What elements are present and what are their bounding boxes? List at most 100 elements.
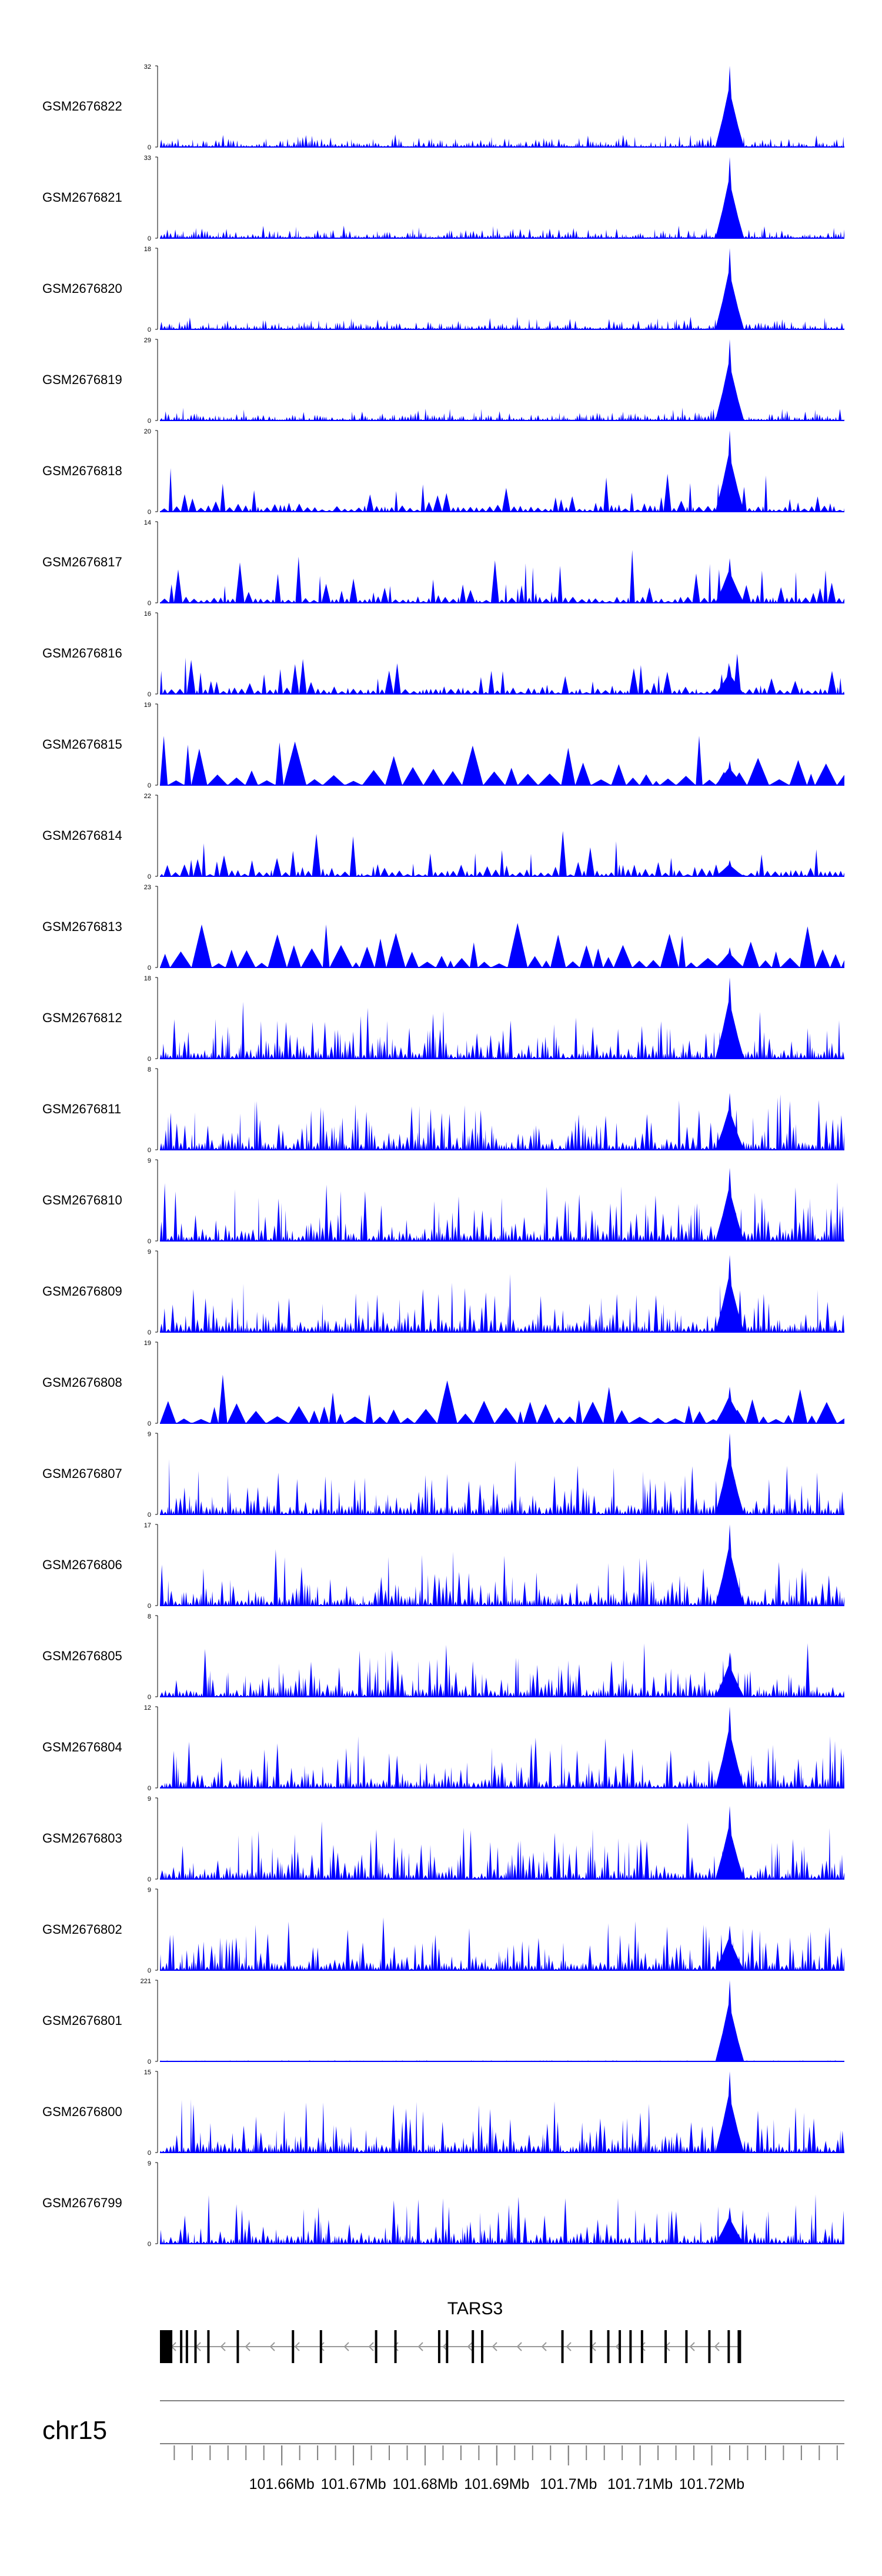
signal-peak: [715, 558, 744, 603]
gene-label: TARS3: [447, 2299, 503, 2318]
strand-arrow: [714, 2342, 720, 2351]
strand-arrow: [220, 2342, 226, 2351]
y-min-label: 0: [148, 1238, 151, 1245]
signal-peak: [715, 1433, 744, 1514]
strand-arrow: [566, 2342, 572, 2351]
axis-tick-label: 101.7Mb: [540, 2476, 597, 2492]
signal-area: [160, 653, 844, 694]
signal-peak: [715, 1386, 744, 1423]
y-max-label: 23: [144, 884, 151, 891]
y-max-label: 9: [148, 1249, 151, 1256]
track-GSM2676811: GSM2676811 8 0: [42, 1066, 844, 1154]
y-max-label: 8: [148, 1066, 151, 1073]
signal-area: [160, 550, 844, 603]
track-label: GSM2676820: [42, 281, 122, 296]
strand-arrow: [245, 2342, 250, 2351]
track-label: GSM2676800: [42, 2104, 122, 2119]
y-max-label: 33: [144, 155, 151, 162]
track-label: GSM2676804: [42, 1740, 122, 1754]
y-max-label: 9: [148, 2160, 151, 2167]
signal-area: [160, 923, 844, 967]
track-label: GSM2676806: [42, 1557, 122, 1572]
signal-peak: [715, 1524, 744, 1606]
axis-tick-label: 101.69Mb: [464, 2476, 529, 2492]
track-label: GSM2676815: [42, 737, 122, 752]
track-label: GSM2676818: [42, 463, 122, 478]
signal-peak: [715, 66, 744, 147]
track-GSM2676814: GSM2676814 22 0: [42, 793, 844, 880]
signal-peak: [715, 1806, 744, 1879]
track-GSM2676822: GSM2676822 32 0: [42, 64, 844, 151]
strand-arrow: [417, 2342, 423, 2351]
track-GSM2676821: GSM2676821 33 0: [42, 155, 844, 242]
signal-area: [160, 1002, 844, 1059]
signal-area: [160, 134, 844, 147]
strand-arrow: [689, 2342, 695, 2351]
y-min-label: 0: [148, 782, 151, 789]
y-min-label: 0: [148, 965, 151, 972]
gene-exon: [446, 2330, 449, 2363]
track-label: GSM2676807: [42, 1466, 122, 1481]
signal-area: [160, 1821, 844, 1879]
track-GSM2676815: GSM2676815 19 0: [42, 702, 844, 789]
genome-axis: chr15 101.66Mb 101.67Mb 101.68Mb 101.69Mb 10…: [42, 2400, 844, 2492]
signal-peak: [715, 760, 744, 785]
track-GSM2676800: GSM2676800 15 0: [42, 2069, 844, 2157]
gene-exon: [194, 2330, 197, 2363]
y-max-label: 29: [144, 337, 151, 344]
signal-area: [160, 736, 844, 785]
gene-track: TARS3: [160, 2299, 741, 2363]
track-GSM2676808: GSM2676808 19 0: [42, 1340, 844, 1427]
y-min-label: 0: [148, 418, 151, 425]
signal-peak: [715, 977, 744, 1059]
track-GSM2676806: GSM2676806 17 0: [42, 1522, 844, 1610]
y-min-label: 0: [148, 1603, 151, 1610]
track-GSM2676817: GSM2676817 14 0: [42, 519, 844, 607]
signal-peak: [715, 1254, 744, 1332]
track-GSM2676816: GSM2676816 16 0: [42, 610, 844, 698]
gene-exon: [727, 2330, 730, 2363]
y-min-label: 0: [148, 1329, 151, 1336]
signal-area: [160, 1094, 844, 1150]
axis-tick-label: 101.67Mb: [320, 2476, 386, 2492]
signal-peak: [715, 947, 744, 967]
gene-exon: [481, 2330, 484, 2363]
y-min-label: 0: [148, 2241, 151, 2248]
track-label: GSM2676822: [42, 99, 122, 114]
signal-peak: [715, 1926, 744, 1970]
signal-area: [160, 1459, 844, 1514]
signal-area: [160, 1182, 844, 1241]
track-label: GSM2676817: [42, 555, 122, 569]
strand-arrow: [343, 2342, 349, 2351]
gene-exon: [292, 2330, 295, 2363]
y-max-label: 15: [144, 2069, 151, 2076]
y-min-label: 0: [148, 144, 151, 151]
track-GSM2676802: GSM2676802 9 0: [42, 1887, 844, 1974]
y-min-label: 0: [148, 1785, 151, 1792]
gene-exon: [619, 2330, 622, 2363]
y-min-label: 0: [148, 326, 151, 333]
y-max-label: 8: [148, 1613, 151, 1620]
gene-exon: [629, 2330, 632, 2363]
signal-tracks: GSM2676822320GSM2676821330GSM2676820180G…: [42, 64, 844, 2248]
signal-peak: [715, 1980, 744, 2061]
gene-exon: [180, 2330, 183, 2363]
y-max-label: 19: [144, 1340, 151, 1347]
y-min-label: 0: [148, 1147, 151, 1154]
y-min-label: 0: [148, 2058, 151, 2066]
gene-exon: [561, 2330, 564, 2363]
signal-peak: [715, 1652, 744, 1697]
strand-arrow: [294, 2342, 300, 2351]
axis-tick-label: 101.72Mb: [679, 2476, 744, 2492]
y-max-label: 9: [148, 1887, 151, 1894]
signal-peak: [715, 1167, 744, 1241]
strand-arrow: [516, 2342, 522, 2351]
y-max-label: 18: [144, 246, 151, 253]
signal-area: [160, 1374, 844, 1423]
track-label: GSM2676811: [42, 1102, 121, 1116]
y-max-label: 32: [144, 64, 151, 71]
track-GSM2676805: GSM2676805 8 0: [42, 1613, 844, 1701]
signal-peak: [715, 339, 744, 421]
gene-exon: [607, 2330, 610, 2363]
